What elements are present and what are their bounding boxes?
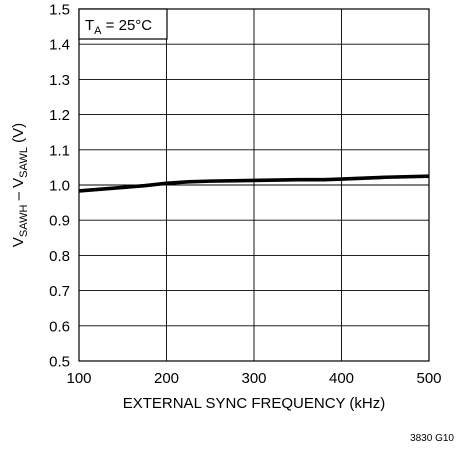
x-tick-label: 500 <box>416 370 441 387</box>
y-axis-title-part: SAWH <box>18 204 30 237</box>
y-tick-label: 1.4 <box>49 37 70 54</box>
series-line-0 <box>78 174 430 193</box>
series-layer <box>78 174 430 193</box>
y-tick-label: 0.5 <box>49 354 70 371</box>
x-tick-label: 100 <box>66 370 91 387</box>
y-tick-label: 1.5 <box>49 2 70 19</box>
y-tick-label: 1.1 <box>49 142 70 159</box>
plot-frame <box>78 8 430 362</box>
y-axis-title-part: – V <box>10 178 27 205</box>
y-axis-tick-labels: 0.5 0.6 0.7 0.8 0.9 1.0 1.1 1.2 1.3 1.4 1.5 <box>49 2 70 371</box>
y-axis-title-part: SAWL <box>18 147 30 178</box>
y-axis-title-part: V <box>10 237 27 247</box>
annotation-box-layer: TA = 25°C <box>78 8 168 40</box>
y-tick-label: 0.6 <box>49 318 70 335</box>
x-axis-title: EXTERNAL SYNC FREQUENCY (kHz) <box>123 395 386 412</box>
y-tick-label: 1.3 <box>49 72 70 89</box>
grid-layer <box>79 9 429 361</box>
condition-subscript: A <box>94 25 102 37</box>
y-axis-title: VSAWH – VSAWL (V) <box>10 123 30 247</box>
y-axis-title-part: (V) <box>10 123 27 147</box>
y-tick-label: 0.9 <box>49 213 70 230</box>
x-tick-label: 300 <box>241 370 266 387</box>
y-tick-label: 0.7 <box>49 283 70 300</box>
x-tick-label: 200 <box>154 370 179 387</box>
y-tick-label: 0.8 <box>49 248 70 265</box>
y-tick-label: 1.2 <box>49 107 70 124</box>
condition-label: TA = 25°C <box>85 17 152 37</box>
y-tick-label: 1.0 <box>49 178 70 195</box>
x-axis-tick-labels: 100 200 300 400 500 <box>66 370 441 387</box>
condition-box <box>78 8 168 40</box>
condition-suffix: = 25°C <box>102 17 153 34</box>
x-tick-label: 400 <box>329 370 354 387</box>
condition-prefix: T <box>85 17 94 34</box>
figure-code: 3830 G10 <box>410 433 454 444</box>
